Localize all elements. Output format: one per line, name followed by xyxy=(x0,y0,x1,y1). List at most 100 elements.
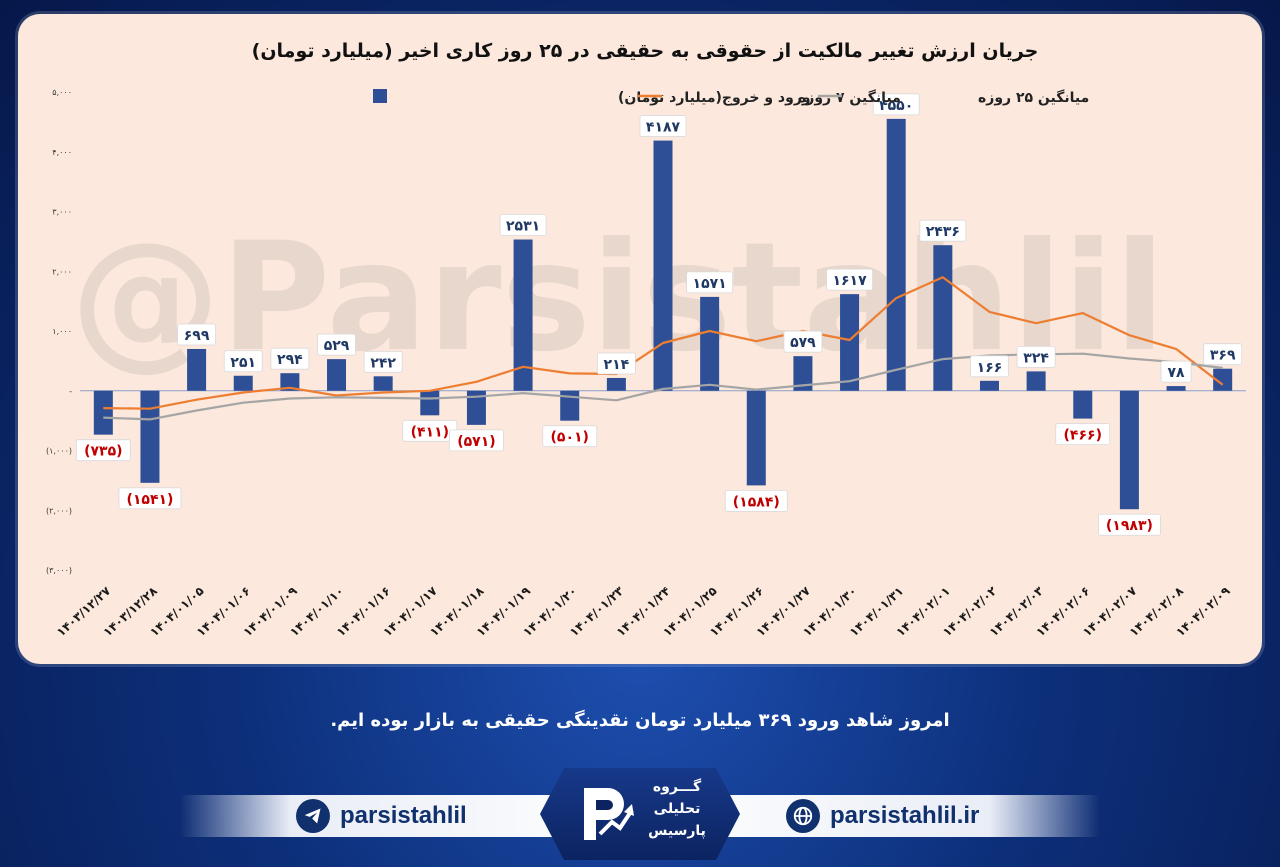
data-label-box xyxy=(1016,345,1056,368)
bar xyxy=(1119,390,1139,510)
data-label-box xyxy=(542,425,598,448)
bar xyxy=(840,294,860,391)
data-label-box xyxy=(449,429,504,452)
bar xyxy=(140,390,160,483)
data-label: (۵۷۱) xyxy=(449,429,504,452)
legend: ورود و خروج(میلیارد تومان)میانگین ۷ روزه… xyxy=(373,89,1089,106)
bar xyxy=(933,245,953,391)
data-label-box xyxy=(1098,513,1161,536)
chart-title: جریان ارزش تغییر مالکیت از حقوقی به حقیق… xyxy=(251,40,1039,62)
data-label-box xyxy=(499,214,547,236)
bar xyxy=(606,377,626,391)
data-label: ۲۴۳۶ xyxy=(919,219,967,242)
data-label-box xyxy=(223,350,263,373)
data-label: ۳۶۹ xyxy=(1203,343,1243,366)
logo-line-3: پارسیس xyxy=(648,823,706,839)
logo-line-2: تحلیلی xyxy=(653,801,701,817)
y-tick-label: ۱,۰۰۰ xyxy=(52,327,72,336)
data-label-text: ۱۶۶ xyxy=(977,360,1003,376)
y-tick-label: - xyxy=(69,387,72,396)
data-label-text: ۲۹۴ xyxy=(277,352,303,368)
data-label: ۱۶۱۷ xyxy=(826,268,873,291)
data-label-box xyxy=(826,268,873,291)
data-label-box xyxy=(596,352,636,375)
data-label-box xyxy=(724,489,788,512)
bar xyxy=(233,375,253,391)
data-label: ۵۲۹ xyxy=(317,333,356,356)
bar xyxy=(1026,371,1046,391)
bar xyxy=(280,373,300,391)
y-tick-label: (۳,۰۰۰) xyxy=(46,566,72,575)
data-label-text: ۷۸ xyxy=(1167,365,1185,381)
bar xyxy=(746,390,766,486)
bar xyxy=(979,380,999,391)
data-label-text: ۳۶۹ xyxy=(1210,348,1236,364)
bar xyxy=(373,376,393,391)
data-label-text: ۲۱۴ xyxy=(604,357,630,373)
data-label-text: ۴۱۸۷ xyxy=(646,120,681,136)
bar xyxy=(1073,390,1093,419)
data-label-text: (۴۶۶) xyxy=(1064,428,1102,444)
legend-label: میانگین ۲۵ روزه xyxy=(978,89,1089,106)
data-label: ۲۹۴ xyxy=(270,347,310,370)
data-label-box xyxy=(872,93,920,116)
legend-label: ورود و خروج(میلیارد تومان) xyxy=(618,90,811,106)
y-tick-label: ۵,۰۰۰ xyxy=(52,88,72,97)
website-link[interactable]: parsistahlil.ir xyxy=(786,798,979,834)
data-label-box xyxy=(363,350,403,373)
data-label-text: (۵۷۱) xyxy=(457,434,495,450)
telegram-icon xyxy=(296,799,330,833)
label-layer: (۷۳۵) (۱۵۴۱) ۶۹۹ ۲۵۱ ۲۹۴ ۵۲۹ ۲۴۲ (۴۱۱) (۵۷۱) ۲۵۳۱… xyxy=(75,93,1243,536)
telegram-link[interactable]: parsistahlil xyxy=(296,798,467,834)
data-label: ۲۵۱ xyxy=(223,350,263,373)
data-label-box xyxy=(970,355,1009,378)
series-line-7day xyxy=(103,276,1224,410)
data-label: (۵۰۱) xyxy=(542,425,598,448)
bar xyxy=(700,296,720,391)
data-label-text: ۳۲۴ xyxy=(1023,350,1049,366)
data-label: (۱۵۸۴) xyxy=(724,489,788,512)
bar xyxy=(466,390,486,425)
logo-line-1: گـــروه xyxy=(652,779,702,795)
y-tick-label: (۲,۰۰۰) xyxy=(46,506,72,515)
y-tick-label: ۲,۰۰۰ xyxy=(52,267,72,276)
data-label-box xyxy=(686,271,734,294)
data-label: ۳۲۴ xyxy=(1016,345,1056,368)
logo-background xyxy=(540,768,740,860)
data-label: (۱۹۸۳) xyxy=(1098,513,1161,536)
bar xyxy=(886,118,906,391)
data-label-text: ۱۵۷۱ xyxy=(693,276,727,292)
bar xyxy=(1166,386,1186,391)
data-label-text: (۷۳۵) xyxy=(84,444,122,460)
y-tick-label: (۱,۰۰۰) xyxy=(46,447,72,456)
data-label-box xyxy=(1055,423,1111,445)
data-label: (۱۵۴۱) xyxy=(118,487,182,510)
data-label: ۷۸ xyxy=(1160,360,1192,383)
data-label-box xyxy=(177,323,217,346)
bar xyxy=(560,390,580,421)
data-label: (۴۶۶) xyxy=(1055,423,1111,445)
data-label-box xyxy=(317,333,356,356)
bar-layer xyxy=(93,118,1233,510)
bar xyxy=(93,390,113,435)
data-label-text: (۱۹۸۳) xyxy=(1106,518,1153,534)
bar xyxy=(1213,368,1233,391)
data-label-text: (۴۱۱) xyxy=(411,424,449,440)
bar xyxy=(653,140,673,391)
data-label: ۲۴۲ xyxy=(363,350,403,373)
bar xyxy=(327,359,347,391)
chart: @Parsistahlil ۵,۰۰۰۴,۰۰۰۳,۰۰۰۲,۰۰۰۱,۰۰۰-… xyxy=(46,88,1246,639)
logo-text: گـــروه تحلیلی پارسیس xyxy=(636,776,718,842)
globe-icon xyxy=(786,799,820,833)
data-label: ۴۵۵۰ xyxy=(872,93,920,116)
data-label-box xyxy=(1203,343,1243,366)
data-label-text: ۴۵۵۰ xyxy=(879,98,913,114)
data-label-text: ۲۴۳۶ xyxy=(926,224,960,240)
website-url: parsistahlil.ir xyxy=(830,802,980,829)
data-label-box xyxy=(270,347,310,370)
data-label: ۲۱۴ xyxy=(596,352,636,375)
data-label-box xyxy=(919,219,967,242)
data-label: ۴۱۸۷ xyxy=(639,115,687,137)
data-label: (۷۳۵) xyxy=(75,439,131,462)
logo-icon xyxy=(584,788,634,840)
